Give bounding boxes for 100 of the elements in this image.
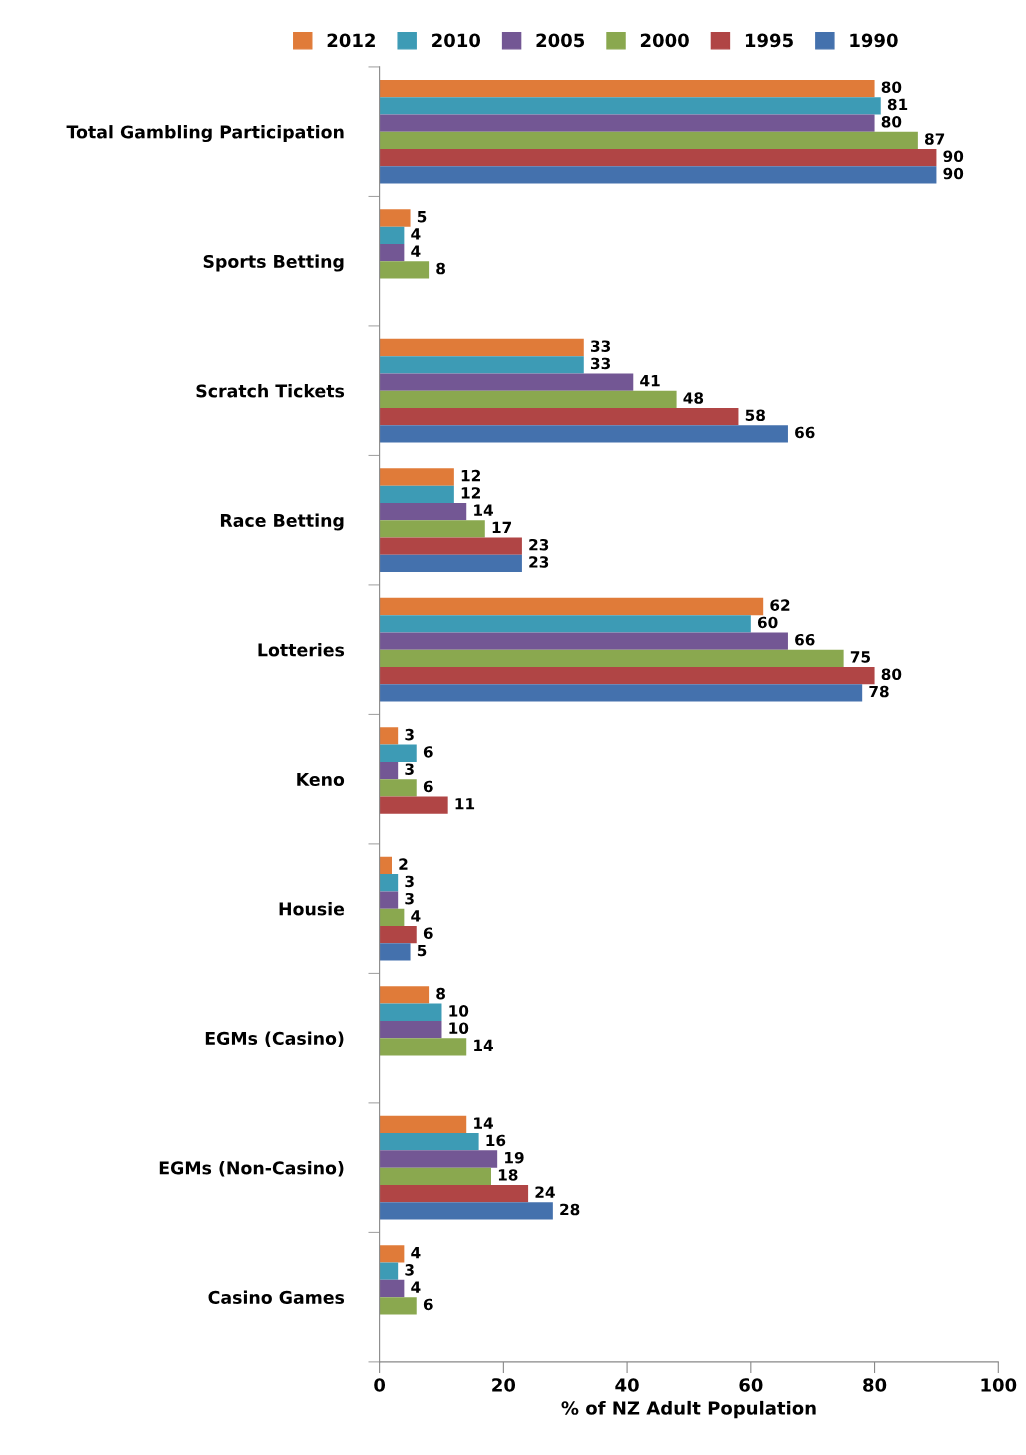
data-label: 23 (529, 556, 549, 568)
data-label: 6 (423, 746, 433, 758)
bar (379, 761, 399, 780)
bar (379, 79, 875, 98)
legend-label: 1995 (745, 33, 793, 48)
data-label: 10 (449, 1005, 469, 1017)
legend-label: 2012 (327, 33, 375, 48)
data-label: 5 (417, 944, 427, 957)
y-tick-label: Lotteries (258, 643, 345, 657)
data-label: 4 (411, 1281, 421, 1293)
bar (379, 727, 399, 745)
x-tick-label: 100 (981, 1378, 1017, 1392)
bar (379, 97, 881, 115)
bar (379, 407, 739, 426)
data-label: 48 (683, 392, 704, 404)
data-label: 80 (881, 81, 902, 93)
bar (379, 986, 430, 1004)
bar (379, 779, 417, 797)
data-label: 66 (795, 426, 815, 439)
data-label: 11 (455, 798, 475, 810)
data-label: 6 (423, 927, 433, 939)
data-label: 62 (770, 599, 790, 611)
y-tick-label: Race Betting (220, 513, 344, 531)
data-label: 80 (881, 668, 902, 680)
y-tick-label: Housie (279, 902, 345, 916)
x-tick-label: 0 (374, 1378, 386, 1392)
data-label: 14 (474, 504, 493, 516)
bar (379, 425, 788, 443)
bar (379, 1133, 479, 1151)
y-tick-label: Scratch Tickets (196, 384, 345, 398)
bar (379, 1202, 553, 1220)
data-label: 3 (405, 892, 414, 905)
data-label: 6 (423, 1298, 433, 1311)
data-label: 8 (436, 262, 445, 275)
bar (379, 1167, 491, 1185)
data-label: 4 (411, 245, 421, 257)
data-label: 23 (529, 538, 549, 551)
data-label: 24 (535, 1186, 555, 1198)
bar (379, 520, 485, 538)
bar (379, 597, 764, 616)
bar (379, 243, 405, 262)
bar (379, 649, 844, 667)
data-label: 3 (405, 728, 414, 741)
y-tick-label: Casino Games (208, 1290, 345, 1304)
bar (379, 468, 454, 486)
bar (379, 356, 584, 374)
bar (379, 373, 634, 391)
data-label: 3 (405, 1264, 414, 1276)
bar (379, 925, 417, 944)
bar (379, 131, 918, 149)
data-label: 87 (924, 133, 945, 145)
bar (379, 908, 405, 926)
bar (379, 891, 399, 909)
bar (379, 856, 392, 875)
data-label: 33 (590, 340, 611, 352)
x-tick-label: 60 (739, 1378, 763, 1392)
data-label: 3 (405, 763, 414, 775)
bar (379, 1184, 529, 1203)
data-label: 4 (411, 1247, 421, 1259)
data-label: 81 (887, 98, 908, 111)
bar (379, 632, 788, 650)
bar (379, 390, 677, 408)
data-label: 10 (449, 1022, 469, 1034)
legend-label: 2005 (536, 33, 585, 48)
data-label: 4 (411, 910, 421, 922)
bar (379, 148, 937, 167)
bar (379, 226, 405, 244)
bar (379, 1245, 405, 1263)
data-label: 14 (474, 1039, 493, 1051)
legend-label: 2000 (640, 33, 689, 48)
data-label: 75 (850, 651, 871, 663)
y-tick-label: Total Gambling Participation (66, 125, 344, 143)
bar (379, 114, 875, 132)
data-label: 12 (461, 469, 480, 482)
y-tick-label: EGMs (Casino) (205, 1031, 344, 1048)
data-label: 12 (461, 487, 480, 499)
x-axis-title: % of NZ Adult Population (561, 1400, 816, 1419)
bar (379, 666, 875, 685)
data-label: 80 (881, 115, 902, 128)
data-label: 90 (943, 150, 964, 163)
data-label: 17 (492, 521, 512, 534)
bar (379, 1150, 498, 1168)
data-label: 5 (417, 211, 427, 223)
data-label: 18 (498, 1169, 518, 1181)
bar (379, 166, 937, 184)
bar (379, 874, 399, 892)
bar (379, 209, 411, 227)
bar (379, 744, 417, 762)
x-tick-label: 80 (863, 1378, 887, 1392)
bar (379, 684, 863, 702)
bar (379, 1020, 442, 1039)
data-label: 19 (505, 1151, 524, 1164)
data-label: 60 (757, 616, 778, 629)
data-label: 90 (943, 167, 964, 180)
data-label: 78 (869, 685, 889, 698)
data-label: 8 (436, 987, 445, 1000)
bar (379, 796, 448, 814)
bar (379, 1262, 399, 1280)
data-label: 4 (411, 228, 421, 240)
bar (379, 338, 584, 357)
